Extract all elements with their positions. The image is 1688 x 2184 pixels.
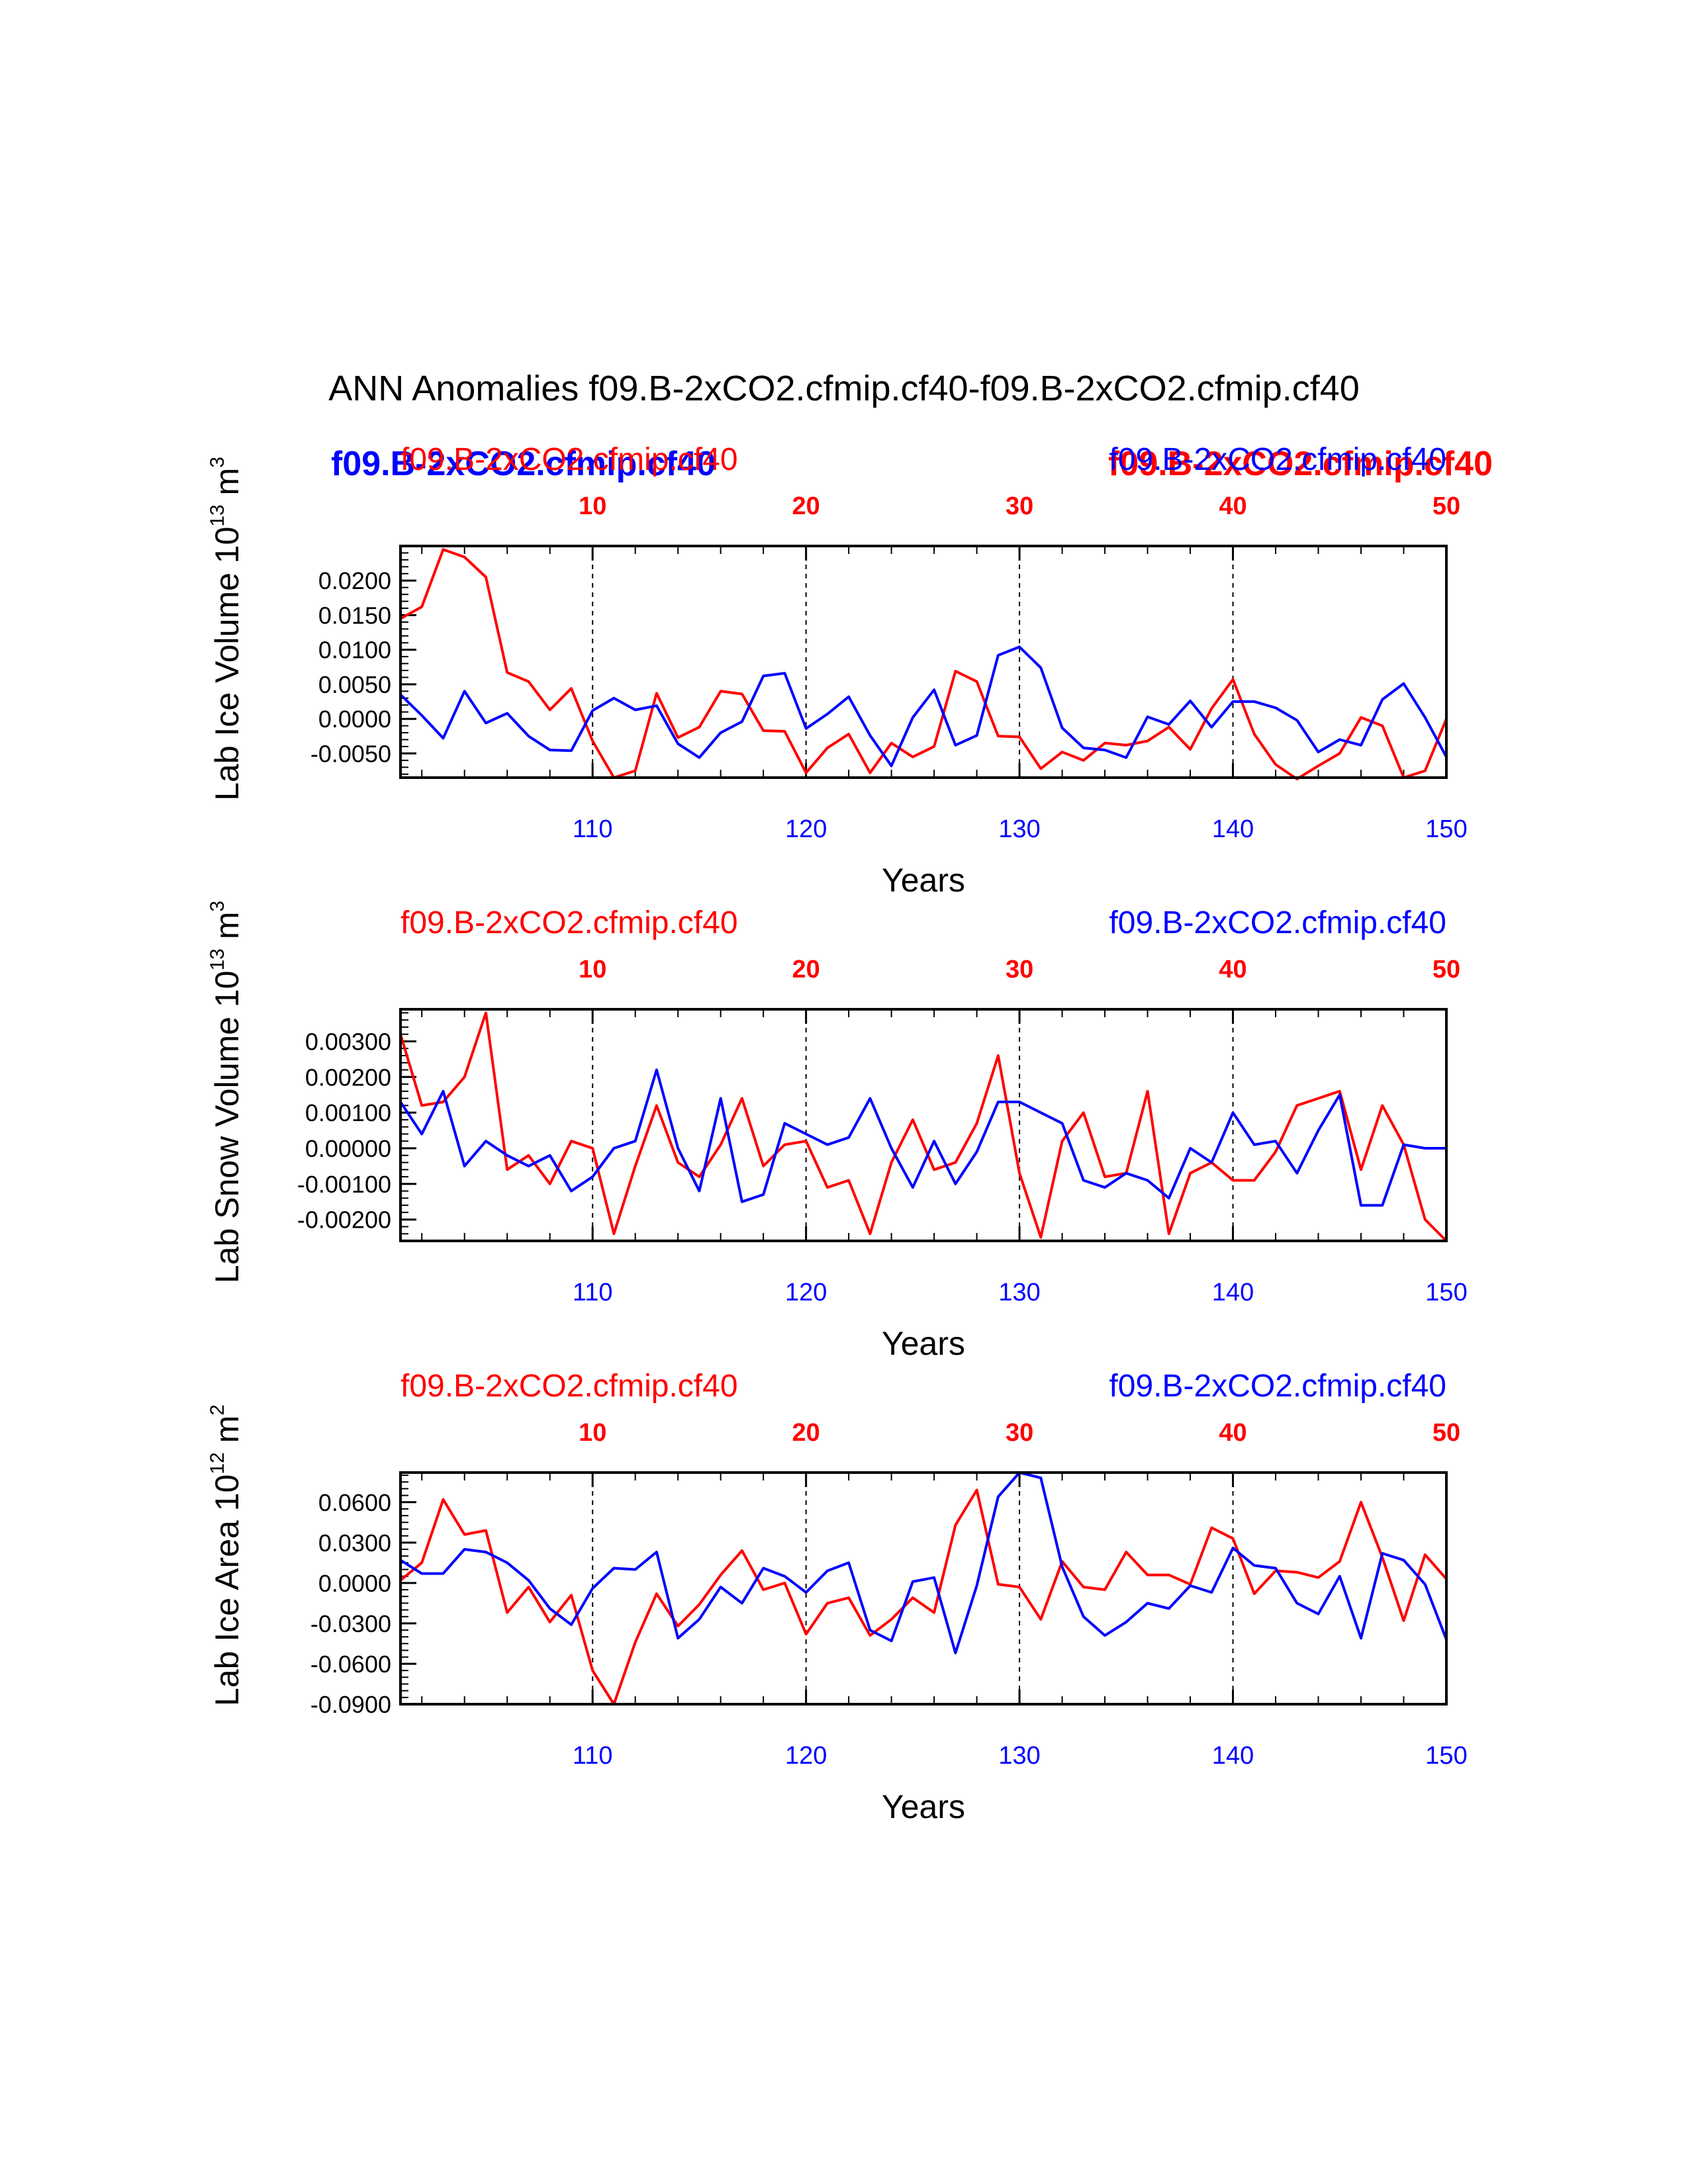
- y-axis-label-exponent: 13: [207, 504, 228, 526]
- bottom-axis-tick-label: 150: [1425, 1742, 1467, 1770]
- y-axis-tick-label: -0.0050: [310, 740, 391, 767]
- bottom-axis-tick-label: 140: [1212, 1742, 1254, 1770]
- bottom-axis-tick-label: 110: [573, 815, 613, 843]
- case-label-left: f09.B-2xCO2.cfmip.cf40: [400, 905, 738, 940]
- y-axis-tick-label: -0.00200: [297, 1206, 391, 1234]
- top-axis-tick-label: 30: [1006, 492, 1033, 520]
- y-axis-tick-label: 0.0100: [318, 637, 391, 664]
- bottom-axis-tick-label: 130: [998, 815, 1040, 843]
- y-axis-label: Lab Snow Volume 1013 m3: [207, 901, 246, 1283]
- series-line-red: [399, 1488, 1448, 1706]
- y-axis-label: Lab Ice Area 1012 m2: [207, 1404, 246, 1706]
- x-axis-label: Years: [882, 1788, 965, 1825]
- y-axis-tick-label: -0.0900: [310, 1691, 391, 1718]
- top-axis-tick-label: 10: [579, 492, 606, 520]
- y-axis-tick-label: 0.00100: [305, 1099, 391, 1126]
- bottom-axis-tick-label: 150: [1425, 815, 1467, 843]
- top-axis-tick-label: 10: [579, 956, 606, 983]
- case-label-right: f09.B-2xCO2.cfmip.cf40: [1109, 905, 1446, 940]
- y-axis-tick-label: 0.00200: [305, 1064, 391, 1091]
- y-axis-tick-label: 0.0600: [318, 1489, 391, 1516]
- y-axis-tick-label: -0.00100: [297, 1171, 391, 1198]
- bottom-axis-tick-label: 140: [1212, 815, 1254, 843]
- y-axis-tick-label: 0.0200: [318, 567, 391, 594]
- y-axis-label-exponent: 13: [207, 948, 228, 970]
- bottom-axis-tick-label: 120: [785, 815, 827, 843]
- y-axis-label: Lab Ice Volume 1013 m3: [207, 457, 246, 801]
- top-axis-tick-label: 20: [792, 956, 820, 983]
- y-axis-label-unit-exponent: 3: [207, 901, 228, 912]
- y-axis-tick-label: 0.0300: [318, 1529, 391, 1557]
- bottom-axis-tick-label: 120: [785, 1279, 827, 1306]
- bottom-axis-tick-label: 120: [785, 1742, 827, 1770]
- plot-frame: [399, 545, 1448, 779]
- top-axis-tick-label: 50: [1432, 1419, 1460, 1447]
- y-axis-label-unit: m: [209, 912, 246, 949]
- top-axis-tick-label: 30: [1006, 956, 1033, 983]
- top-axis-tick-label: 30: [1006, 1419, 1033, 1447]
- panels: 10 20 30 40 50 110 120 130 140 150 -0.0050 0.0000 0.…: [207, 442, 1468, 1825]
- y-axis-label-unit: m: [209, 1416, 246, 1453]
- y-axis-tick-label: 0.0050: [318, 671, 391, 698]
- panel-2: 10 20 30 40 50 110 120 130 140 150 -0.00200 -0.0010…: [207, 901, 1468, 1362]
- series-line-blue: [399, 1068, 1446, 1207]
- plot-frame: [399, 1471, 1448, 1706]
- y-axis-label-unit: m: [209, 468, 246, 505]
- y-axis-label-prefix: Lab Snow Volume 10: [209, 971, 246, 1284]
- top-axis-tick-label: 50: [1432, 492, 1460, 520]
- bottom-axis-tick-label: 110: [573, 1742, 613, 1770]
- y-axis-tick-label: -0.0600: [310, 1651, 391, 1678]
- case-label-left: f09.B-2xCO2.cfmip.cf40: [400, 442, 738, 477]
- top-axis-tick-label: 20: [792, 492, 820, 520]
- y-axis-tick-label: 0.0000: [318, 705, 391, 733]
- top-axis-tick-label: 40: [1219, 492, 1246, 520]
- top-axis-tick-label: 50: [1432, 956, 1460, 983]
- top-axis-tick-label: 40: [1219, 1419, 1246, 1447]
- case-label-right: f09.B-2xCO2.cfmip.cf40: [1109, 442, 1446, 477]
- top-axis-tick-label: 20: [792, 1419, 820, 1447]
- case-label-left: f09.B-2xCO2.cfmip.cf40: [400, 1369, 738, 1404]
- bottom-axis-tick-label: 140: [1212, 1279, 1254, 1306]
- figure-title: ANN Anomalies f09.B-2xCO2.cfmip.cf40-f09…: [328, 369, 1360, 408]
- top-axis-tick-label: 10: [579, 1419, 606, 1447]
- bottom-axis-tick-label: 130: [998, 1279, 1040, 1306]
- top-axis-tick-label: 40: [1219, 956, 1246, 983]
- y-axis-tick-label: 0.00000: [305, 1135, 391, 1162]
- series-line-blue: [399, 1471, 1448, 1655]
- bottom-axis-tick-label: 150: [1425, 1279, 1467, 1306]
- plot-frame: [399, 1008, 1448, 1242]
- y-axis-tick-label: 0.0000: [318, 1570, 391, 1597]
- y-axis-label-prefix: Lab Ice Volume 10: [209, 527, 246, 801]
- y-axis-tick-label: 0.0150: [318, 602, 391, 629]
- header-case-right-bold: f09.B-2xCO2.cfmip.cf40: [1108, 445, 1493, 483]
- bottom-axis-tick-label: 130: [998, 1742, 1040, 1770]
- header-case-left-bold: f09.B-2xCO2.cfmip.cf40: [331, 445, 716, 483]
- y-axis-label-prefix: Lab Ice Area 10: [209, 1475, 246, 1706]
- series-line-blue: [399, 645, 1448, 768]
- y-axis-label-exponent: 12: [207, 1452, 228, 1474]
- x-axis-label: Years: [882, 1325, 965, 1362]
- y-axis-tick-label: -0.0300: [310, 1610, 391, 1637]
- y-axis-label-unit-exponent: 3: [207, 457, 228, 468]
- panel-3: 10 20 30 40 50 110 120 130 140 150 -0.0900 -0.0600 -…: [207, 1369, 1468, 1825]
- case-label-right: f09.B-2xCO2.cfmip.cf40: [1109, 1369, 1446, 1404]
- series-line-red: [399, 1011, 1448, 1242]
- y-axis-label-unit-exponent: 2: [207, 1404, 228, 1416]
- x-axis-label: Years: [882, 862, 965, 899]
- bottom-axis-tick-label: 110: [573, 1279, 613, 1306]
- series-line-red: [400, 548, 1448, 781]
- panel-1: 10 20 30 40 50 110 120 130 140 150 -0.0050 0.0000 0.…: [207, 442, 1468, 899]
- y-axis-tick-label: 0.00300: [305, 1028, 391, 1055]
